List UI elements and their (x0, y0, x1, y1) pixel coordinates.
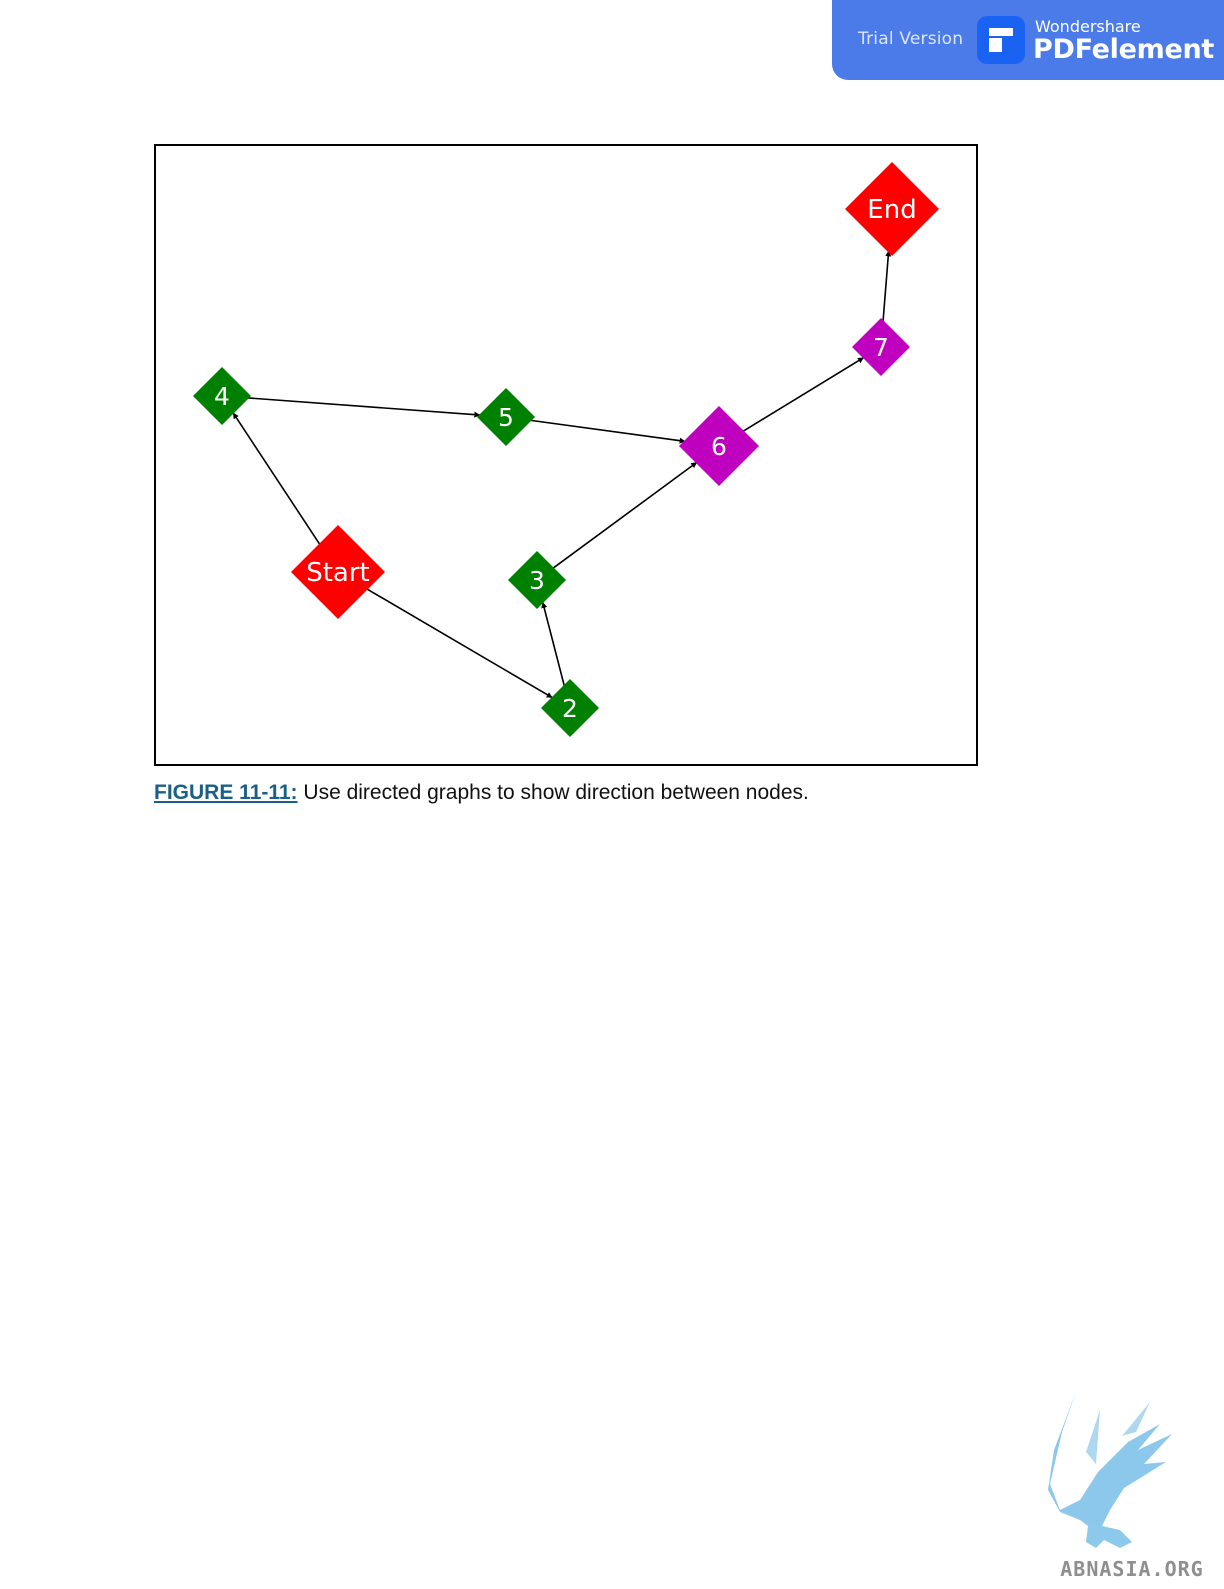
trial-version-label: Trial Version (858, 29, 964, 49)
node-label: 4 (214, 382, 230, 411)
trial-version-banner[interactable]: Trial Version Wondershare PDFelement (832, 0, 1224, 80)
node-shape (541, 679, 599, 737)
node-label: 2 (562, 694, 578, 723)
caption-text: Use directed graphs to show direction be… (297, 781, 809, 804)
edge-6-to-7 (740, 356, 865, 434)
node-label: 3 (529, 566, 545, 595)
edge-3-to-6 (551, 461, 698, 570)
node-5: 5 (477, 388, 535, 446)
brand-pdfelement: PDFelement (1033, 34, 1215, 65)
edge-2-to-3 (541, 601, 566, 688)
edge-Start-to-2 (364, 586, 554, 699)
brand-wondershare: Wondershare (1035, 17, 1141, 36)
node-label: 7 (873, 333, 889, 362)
pdfelement-logo-icon (977, 16, 1025, 64)
node-label: End (867, 195, 916, 225)
edge-7-to-End (882, 250, 892, 323)
node-2: 2 (541, 679, 599, 737)
griffin-logo-icon (1048, 1392, 1172, 1548)
node-7: 7 (852, 318, 910, 376)
figure-caption: FIGURE 11-11: Use directed graphs to sho… (154, 781, 809, 805)
node-label: Start (306, 558, 370, 588)
watermark-text: ABNASIA.ORG (1060, 1557, 1203, 1581)
node-shape (508, 551, 566, 609)
node-shape (291, 525, 385, 619)
node-6: 6 (679, 406, 759, 486)
node-shape (845, 162, 939, 256)
directed-graph: Start 2 3 4 5 6 7 End (193, 162, 939, 737)
edge-5-to-6 (528, 419, 686, 444)
edge-4-to-5 (246, 396, 481, 418)
figure-frame: Start 2 3 4 5 6 7 End (154, 144, 978, 766)
node-label: 5 (498, 403, 514, 432)
node-shape (852, 318, 910, 376)
node-start: Start (291, 525, 385, 619)
edge-Start-to-4 (232, 412, 322, 547)
node-4: 4 (193, 367, 251, 425)
abnasia-watermark: ABNASIA.ORG (1040, 1392, 1224, 1584)
node-label: 6 (711, 432, 727, 461)
node-shape (477, 388, 535, 446)
node-shape (679, 406, 759, 486)
node-end: End (845, 162, 939, 256)
figure-reference-link[interactable]: FIGURE 11-11: (154, 781, 298, 804)
node-shape (193, 367, 251, 425)
node-3: 3 (508, 551, 566, 609)
